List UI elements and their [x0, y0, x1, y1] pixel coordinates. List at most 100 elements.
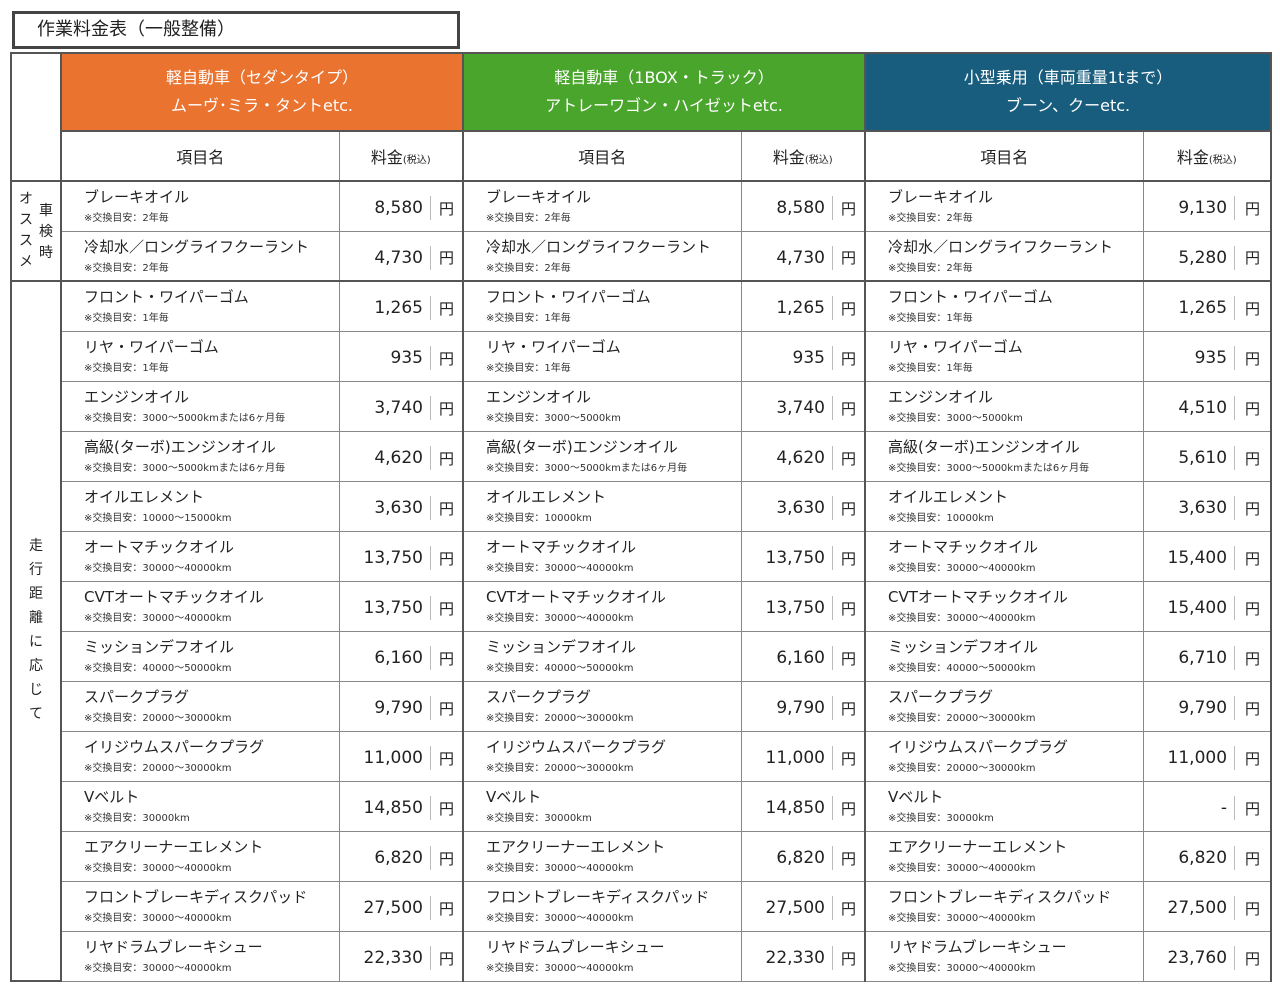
price-cell: 15,400	[1143, 580, 1236, 632]
item-interval-note: ※交換目安：2年毎	[888, 213, 973, 224]
item-name: イリジウムスパークプラグ	[888, 737, 1069, 756]
item-name: 冷却水／ロングライフクーラント	[888, 237, 1114, 256]
price-value: 3,630	[374, 496, 431, 520]
item-interval-note: ※交換目安：30000～40000km	[888, 612, 1036, 624]
currency-unit: 円	[833, 430, 867, 482]
price-cell: 4,730	[339, 230, 431, 282]
price-value: 6,820	[1178, 846, 1236, 870]
item-name: エアクリーナーエレメント	[84, 837, 264, 856]
item-interval-note: ※交換目安：30000km	[486, 812, 592, 824]
price-cell: 5,610	[1143, 430, 1236, 482]
currency-unit: 円	[431, 480, 464, 532]
price-value: 9,790	[374, 696, 431, 720]
currency-unit: 円	[1235, 780, 1273, 832]
category-header-kei-sedan: 軽自動車（セダンタイプ） ムーヴ･ミラ・タントetc.	[60, 52, 464, 132]
item-cell: リヤ・ワイパーゴム ※交換目安：1年毎	[60, 330, 340, 382]
item-interval-note: ※交換目安：10000km	[486, 512, 592, 524]
price-cell: 6,160	[741, 630, 833, 682]
price-cell: 3,630	[1143, 480, 1236, 532]
item-cell: エアクリーナーエレメント ※交換目安：30000～40000km	[60, 830, 340, 882]
category-name: 軽自動車（1BOX・トラック）	[554, 68, 774, 87]
item-cell: 冷却水／ロングライフクーラント ※交換目安：2年毎	[462, 230, 742, 282]
item-interval-note: ※交換目安：2年毎	[84, 213, 169, 224]
recommend-label: オススメ	[19, 191, 33, 270]
category-header-kei-1box: 軽自動車（1BOX・トラック） アトレーワゴン・ハイゼットetc.	[461, 52, 867, 132]
item-interval-note: ※交換目安：40000～50000km	[888, 662, 1036, 674]
item-interval-note: ※交換目安：20000～30000km	[888, 762, 1036, 774]
price-value: 14,850	[766, 796, 833, 820]
item-cell: Vベルト ※交換目安：30000km	[864, 780, 1144, 832]
item-name: フロント・ワイパーゴム	[888, 288, 1053, 306]
table-row: スパークプラグ ※交換目安：20000～30000km 9,790 円スパークプラグ ※…	[11, 680, 1273, 732]
item-cell: リヤ・ワイパーゴム ※交換目安：1年毎	[864, 330, 1144, 382]
item-cell: オイルエレメント ※交換目安：10000km	[462, 480, 742, 532]
item-name: フロント・ワイパーゴム	[84, 288, 249, 306]
distance-label: 走行距離に応じて	[29, 538, 43, 722]
price-cell: 4,730	[741, 230, 833, 282]
item-interval-note: ※交換目安：20000～30000km	[84, 762, 232, 774]
item-name: オートマチックオイル	[486, 537, 637, 556]
item-name: エアクリーナーエレメント	[486, 837, 666, 856]
currency-unit: 円	[833, 480, 867, 532]
category-name: 小型乗用（車両重量1tまで）	[963, 68, 1173, 87]
price-value: 6,820	[374, 846, 431, 870]
price-label: 料金	[1176, 148, 1209, 167]
price-cell: 15,400	[1143, 530, 1236, 582]
item-cell: CVTオートマチックオイル ※交換目安：30000～40000km	[462, 580, 742, 632]
item-name: ミッションデフオイル	[888, 637, 1039, 656]
column-header-item: 項目名	[60, 130, 340, 182]
price-value: 15,400	[1168, 546, 1236, 570]
price-value: 23,760	[1168, 946, 1236, 970]
item-interval-note: ※交換目安：30000～40000km	[888, 862, 1036, 874]
table-row: Vベルト ※交換目安：30000km 14,850 円 Vベルト ※交換目安：30000k…	[11, 780, 1273, 832]
currency-unit: 円	[833, 180, 867, 232]
price-cell: 6,820	[1143, 830, 1236, 882]
currency-unit: 円	[1235, 580, 1273, 632]
currency-unit: 円	[833, 680, 867, 732]
price-value: 9,790	[776, 696, 833, 720]
item-name: リヤドラムブレーキシュー	[486, 937, 665, 956]
price-cell: 8,580	[741, 180, 833, 232]
item-name: ブレーキオイル	[888, 188, 994, 206]
price-value: 13,750	[364, 546, 431, 570]
item-interval-note: ※交換目安：10000km	[888, 512, 994, 524]
price-cell: 23,760	[1143, 930, 1236, 982]
price-value: 11,000	[364, 746, 431, 770]
item-cell: Vベルト ※交換目安：30000km	[462, 780, 742, 832]
item-cell: ミッションデフオイル ※交換目安：40000～50000km	[462, 630, 742, 682]
price-cell: 935	[1143, 330, 1236, 382]
table-row: ミッションデフオイル ※交換目安：40000～50000km 6,160 円ミッション…	[11, 630, 1273, 682]
item-cell: エアクリーナーエレメント ※交換目安：30000～40000km	[462, 830, 742, 882]
currency-unit: 円	[833, 780, 867, 832]
price-value: 22,330	[766, 946, 833, 970]
item-interval-note: ※交換目安：3000～5000kmまたは6ヶ月毎	[486, 462, 688, 474]
price-cell: 1,265	[1143, 280, 1236, 332]
item-cell: リヤドラムブレーキシュー ※交換目安：30000～40000km	[864, 930, 1144, 982]
item-name: CVTオートマチックオイル	[888, 587, 1068, 606]
price-value: 6,160	[776, 646, 833, 670]
item-cell: 冷却水／ロングライフクーラント ※交換目安：2年毎	[60, 230, 340, 282]
price-value: 3,630	[776, 496, 833, 520]
price-value: 11,000	[1168, 746, 1236, 770]
item-interval-note: ※交換目安：30000～40000km	[888, 562, 1036, 574]
item-name: ブレーキオイル	[84, 188, 190, 206]
price-value: 4,730	[374, 245, 431, 270]
price-cell: 4,620	[741, 430, 833, 482]
item-cell: フロントブレーキディスクパッド ※交換目安：30000～40000km	[462, 880, 742, 932]
item-cell: フロント・ワイパーゴム ※交換目安：1年毎	[462, 280, 742, 332]
item-interval-note: ※交換目安：30000～40000km	[486, 562, 634, 574]
item-interval-note: ※交換目安：30000～40000km	[84, 912, 232, 924]
currency-unit: 円	[1235, 680, 1273, 732]
item-interval-note: ※交換目安：20000～30000km	[888, 712, 1036, 724]
item-interval-note: ※交換目安：30000～40000km	[888, 912, 1036, 924]
item-cell: エアクリーナーエレメント ※交換目安：30000～40000km	[864, 830, 1144, 882]
currency-unit: 円	[833, 830, 867, 882]
currency-unit: 円	[833, 330, 867, 382]
item-name: リヤ・ワイパーゴム	[84, 337, 219, 356]
price-value: 1,265	[1178, 296, 1236, 321]
item-name: フロントブレーキディスクパッド	[486, 887, 710, 906]
group-label-shaken: オススメ車検時	[10, 181, 62, 282]
price-value: 6,710	[1178, 646, 1236, 670]
price-value: 4,620	[776, 446, 833, 470]
price-value: 935	[391, 346, 431, 370]
